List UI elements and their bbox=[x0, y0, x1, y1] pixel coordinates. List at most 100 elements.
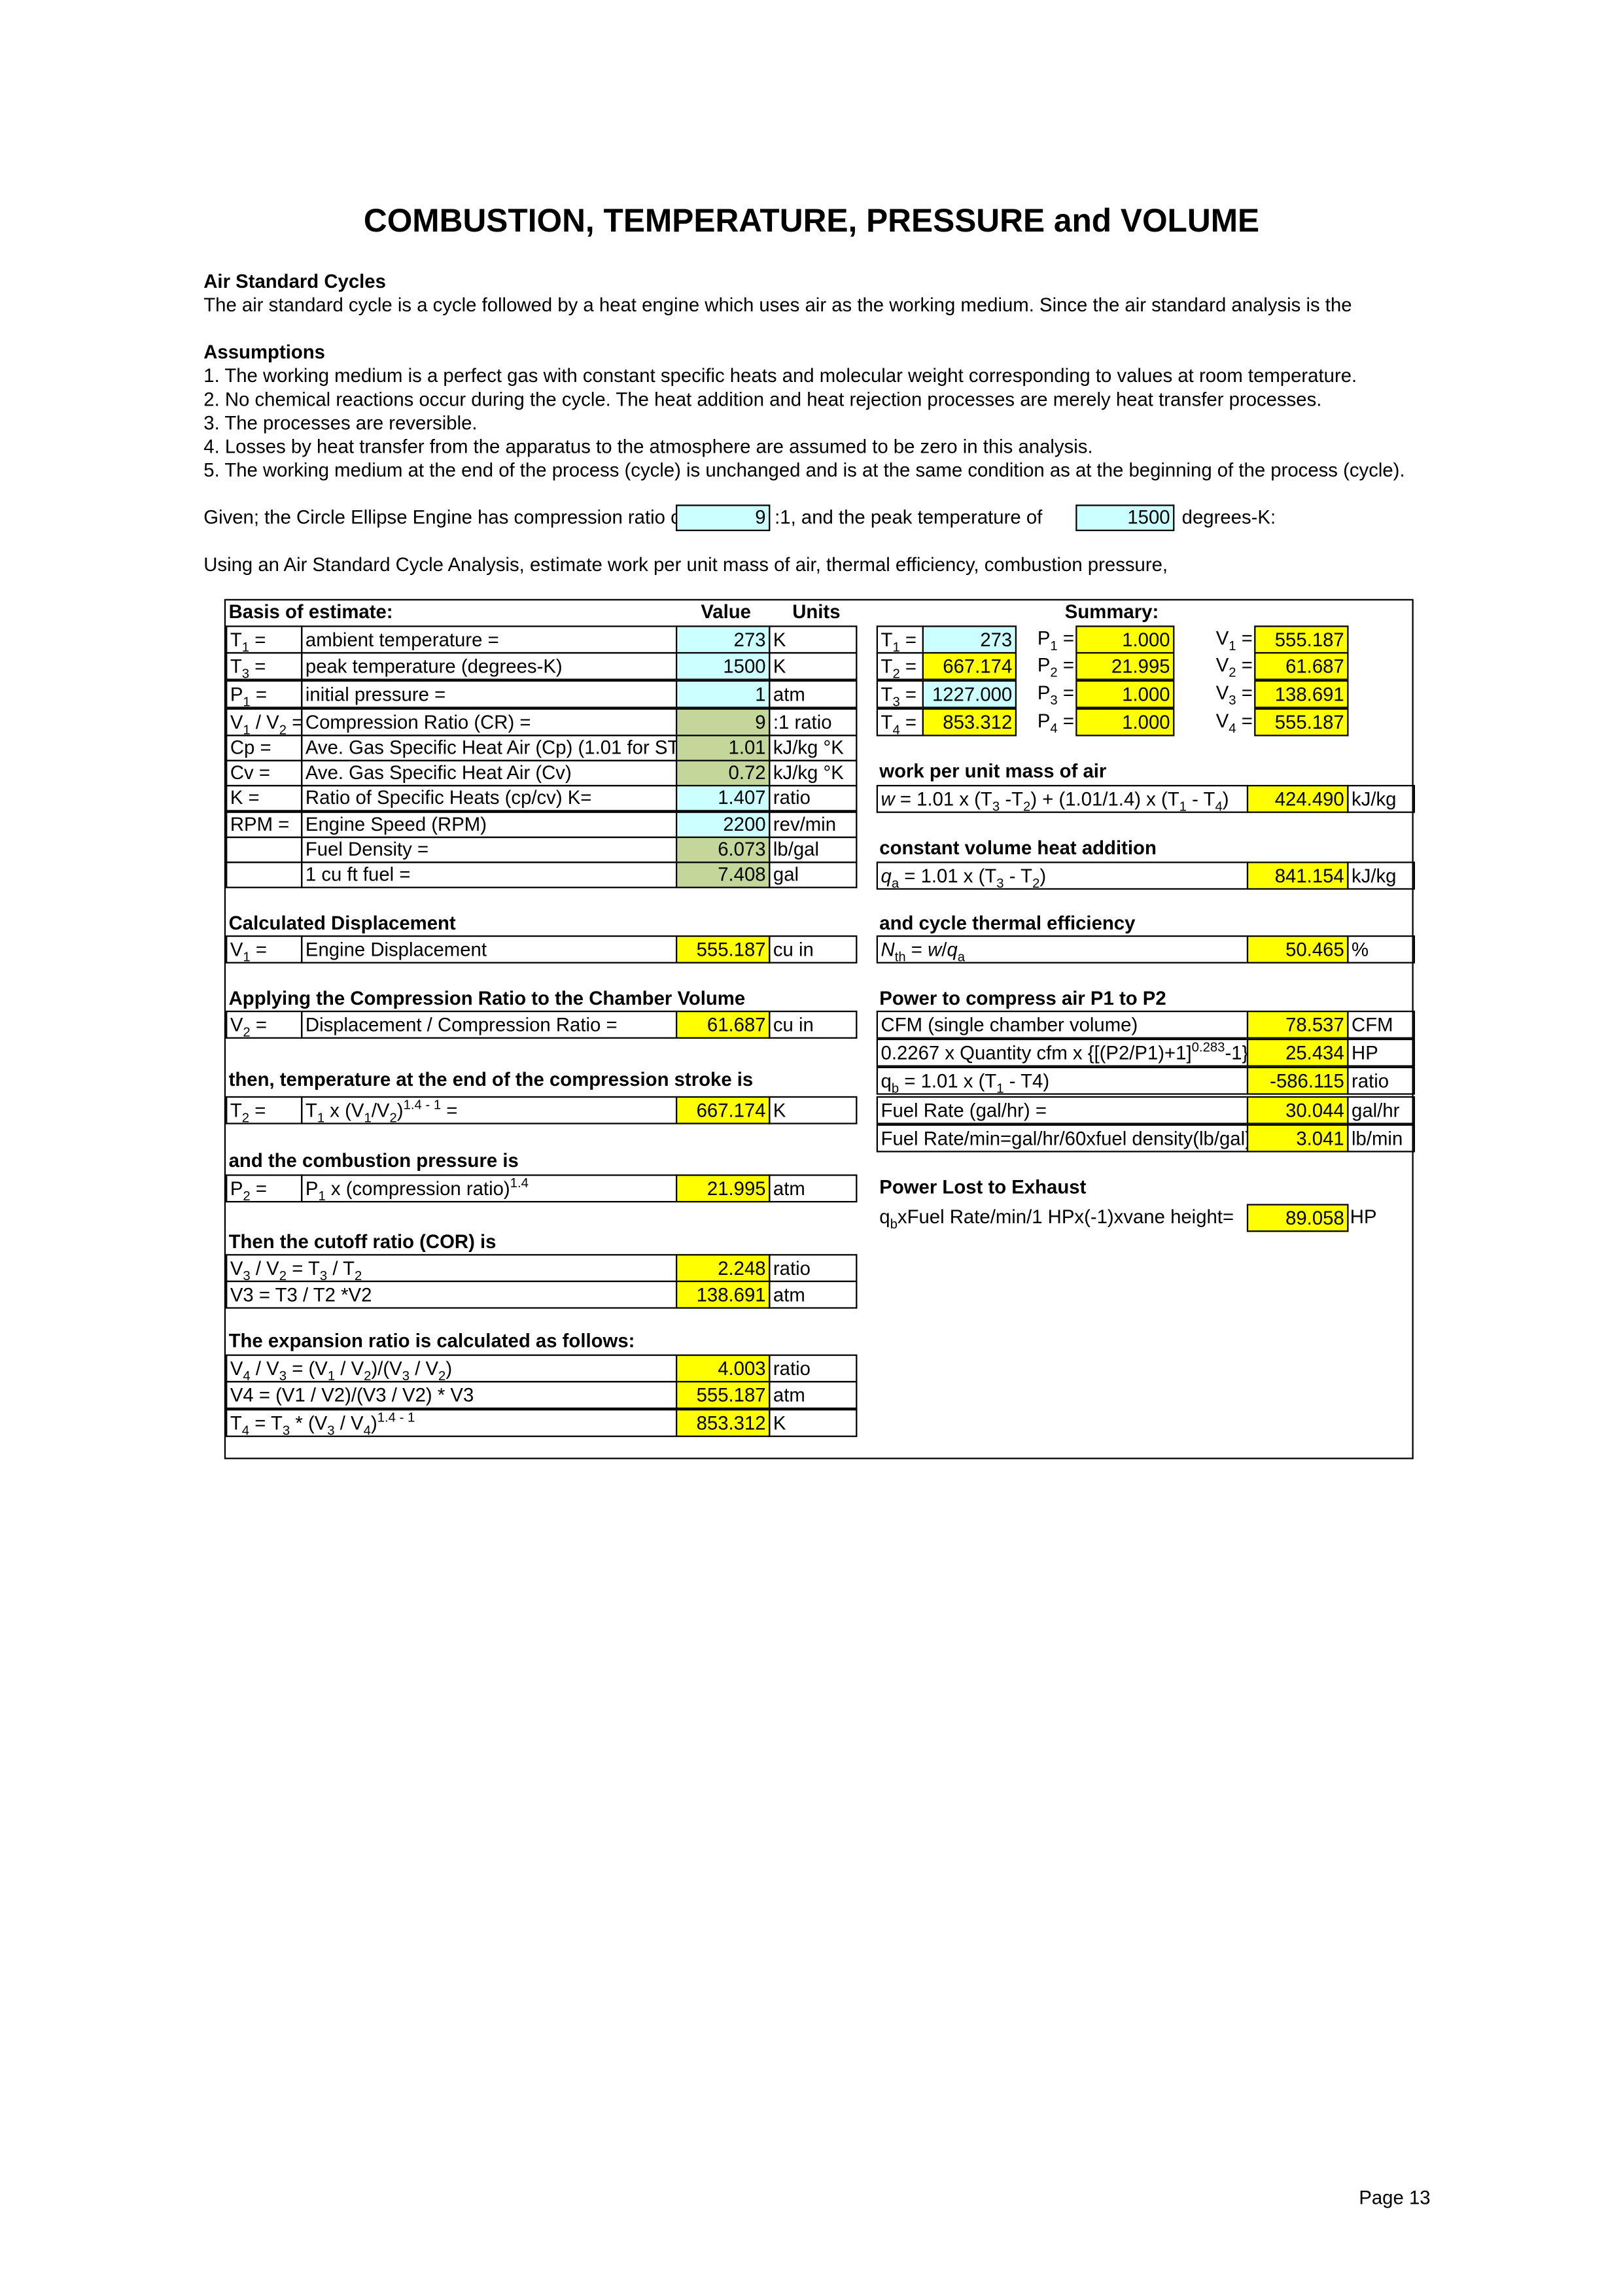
row-description: Engine Speed (RPM) bbox=[301, 811, 678, 839]
italic-run: q bbox=[947, 938, 958, 961]
text-run: P bbox=[1037, 682, 1051, 704]
subscript: 3 bbox=[241, 666, 250, 680]
unit-cell: kJ/kg bbox=[1347, 861, 1416, 890]
text-run: - T4) bbox=[1003, 1070, 1050, 1092]
text-run: = bbox=[899, 683, 917, 706]
section-heading: work per unit mass of air bbox=[879, 759, 1107, 782]
text-run: V bbox=[1215, 709, 1229, 732]
text-run: / bbox=[941, 938, 947, 961]
paragraph: The air standard cycle is a cycle follow… bbox=[203, 293, 1352, 316]
text-run: = bbox=[250, 1013, 268, 1036]
unit-cell: atm bbox=[769, 680, 858, 708]
text-run: V bbox=[230, 1357, 243, 1380]
subscript: 4 bbox=[1050, 721, 1058, 736]
unit-cell: HP bbox=[1347, 1038, 1416, 1067]
text-run: -T bbox=[1000, 788, 1024, 810]
section-heading: and cycle thermal efficiency bbox=[879, 911, 1136, 934]
row-description: peak temperature (degrees-K) bbox=[301, 652, 678, 680]
row-label: T2 = bbox=[226, 1096, 303, 1124]
text-run: P bbox=[1037, 653, 1051, 676]
value-cell: 853.312 bbox=[676, 1409, 771, 1437]
summary-value: 555.187 bbox=[1254, 708, 1349, 737]
supscript: 1.4 - 1 bbox=[403, 1097, 442, 1112]
text-run: = T bbox=[287, 1257, 320, 1279]
text-run: = 1.01 x (T bbox=[899, 864, 997, 887]
subscript: 1 bbox=[317, 1110, 325, 1124]
text-run: -1} bbox=[1225, 1041, 1249, 1064]
section-heading: Air Standard Cycles bbox=[203, 270, 386, 292]
text-run: V bbox=[1215, 682, 1229, 704]
subscript: 4 bbox=[1215, 799, 1223, 813]
text-run: = bbox=[1236, 709, 1253, 732]
row-description: Ave. Gas Specific Heat Air (Cp) (1.01 fo… bbox=[301, 735, 678, 761]
value-cell: 555.187 bbox=[676, 1381, 771, 1410]
subscript: 3 bbox=[402, 1368, 410, 1383]
value-cell: 841.154 bbox=[1246, 861, 1349, 890]
list-item: 2. No chemical reactions occur during th… bbox=[203, 388, 1322, 411]
given-text: Given; the Circle Ellipse Engine has com… bbox=[203, 506, 676, 529]
subscript: 4 bbox=[892, 722, 900, 737]
subscript: b bbox=[891, 1081, 899, 1095]
value-cell: 30.044 bbox=[1246, 1096, 1349, 1124]
summary-label: V3 = bbox=[1173, 680, 1255, 708]
summary-label: P4 = bbox=[1015, 708, 1077, 737]
text-run: = bbox=[1236, 682, 1253, 704]
subscript: 4 bbox=[241, 1423, 250, 1437]
text-run: = (V bbox=[287, 1357, 328, 1380]
subscript: 3 bbox=[279, 1368, 287, 1383]
subscript: 1 bbox=[243, 949, 251, 964]
value-cell: 1 bbox=[676, 680, 771, 708]
summary-value: 138.691 bbox=[1254, 680, 1349, 708]
text-run: V bbox=[1215, 653, 1229, 676]
summary-label: T3 = bbox=[876, 680, 924, 708]
value-cell: 424.490 bbox=[1246, 784, 1349, 813]
page-number: Page 13 bbox=[1359, 2186, 1431, 2209]
subscript: 3 bbox=[892, 694, 900, 708]
subscript: 1 bbox=[996, 1081, 1004, 1095]
section-heading: The expansion ratio is calculated as fol… bbox=[228, 1329, 635, 1352]
unit-cell: rev/min bbox=[769, 811, 858, 839]
text-run: ) + (1.01/1.4) x (T bbox=[1030, 788, 1179, 810]
row-label: K = bbox=[226, 784, 303, 812]
summary-value: 1.000 bbox=[1075, 680, 1175, 708]
subscript: 1 bbox=[892, 639, 900, 654]
worksheet-frame bbox=[224, 599, 1414, 1459]
summary-value: 555.187 bbox=[1254, 625, 1349, 654]
section-heading: Power Lost to Exhaust bbox=[879, 1175, 1087, 1198]
text-run: = bbox=[249, 1099, 266, 1122]
text-run: = 1.01 x (T bbox=[894, 788, 992, 810]
subscript: 1 bbox=[1229, 638, 1236, 653]
summary-label: T2 = bbox=[876, 652, 924, 680]
text-run: T bbox=[881, 628, 893, 651]
row-description: T4 = T3 * (V3 / V4)1.4 - 1 bbox=[226, 1409, 678, 1437]
subscript: 4 bbox=[1229, 721, 1236, 736]
unit-cell: atm bbox=[769, 1174, 858, 1203]
summary-label: T1 = bbox=[876, 625, 924, 654]
unit-cell: gal/hr bbox=[1347, 1096, 1416, 1124]
subscript: 2 bbox=[364, 1368, 372, 1383]
row-description: V4 / V3 = (V1 / V2)/(V3 / V2) bbox=[226, 1354, 678, 1383]
text-run: P bbox=[230, 683, 243, 706]
subscript: 3 bbox=[992, 799, 1000, 813]
column-header: Value bbox=[701, 600, 751, 623]
summary-label: P1 = bbox=[1015, 625, 1077, 653]
formula-cell: qbxFuel Rate/min/1 HPx(-1)xvane height= bbox=[877, 1204, 1248, 1232]
text-run: / V bbox=[335, 1357, 364, 1380]
value-cell: 555.187 bbox=[676, 935, 771, 964]
unit-cell: cu in bbox=[769, 1011, 858, 1039]
text-run: = bbox=[899, 628, 917, 651]
text-run: V bbox=[230, 938, 243, 961]
section-heading: then, temperature at the end of the comp… bbox=[228, 1068, 754, 1090]
text-run: T bbox=[881, 683, 893, 706]
unit-cell: kJ/kg °K bbox=[769, 759, 858, 787]
subscript: th bbox=[894, 949, 906, 964]
list-item: 3. The processes are reversible. bbox=[203, 411, 478, 434]
subscript: 1 bbox=[243, 722, 251, 737]
unit-cell: ratio bbox=[769, 1254, 858, 1283]
subscript: 3 bbox=[1229, 693, 1236, 708]
row-label bbox=[226, 861, 303, 888]
text-run: P bbox=[1037, 709, 1051, 732]
value-cell: 1.01 bbox=[676, 735, 771, 761]
unit-cell: atm bbox=[769, 1381, 858, 1410]
subscript: 2 bbox=[892, 666, 900, 680]
